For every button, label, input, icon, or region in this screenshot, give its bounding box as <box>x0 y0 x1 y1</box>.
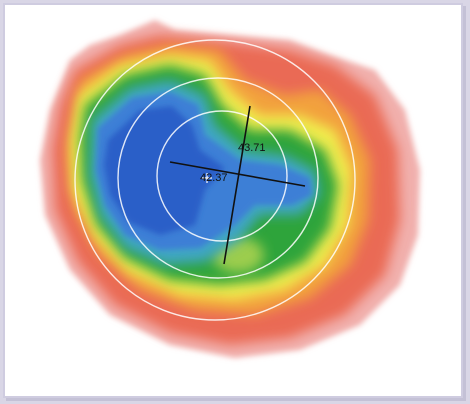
ring-inner <box>156 110 288 242</box>
steep-k-value: 43.71 <box>238 142 266 154</box>
steep-axis-line <box>223 105 251 265</box>
flat-k-value: 42.37 <box>200 172 228 184</box>
map-deep-blue-core <box>104 106 225 235</box>
meridian-axes <box>169 105 306 265</box>
ring-middle <box>117 77 319 279</box>
ring-outer <box>74 39 356 321</box>
crosshair-icon <box>202 173 212 183</box>
flat-axis-line <box>169 161 306 187</box>
map-zone-rings <box>74 39 356 321</box>
